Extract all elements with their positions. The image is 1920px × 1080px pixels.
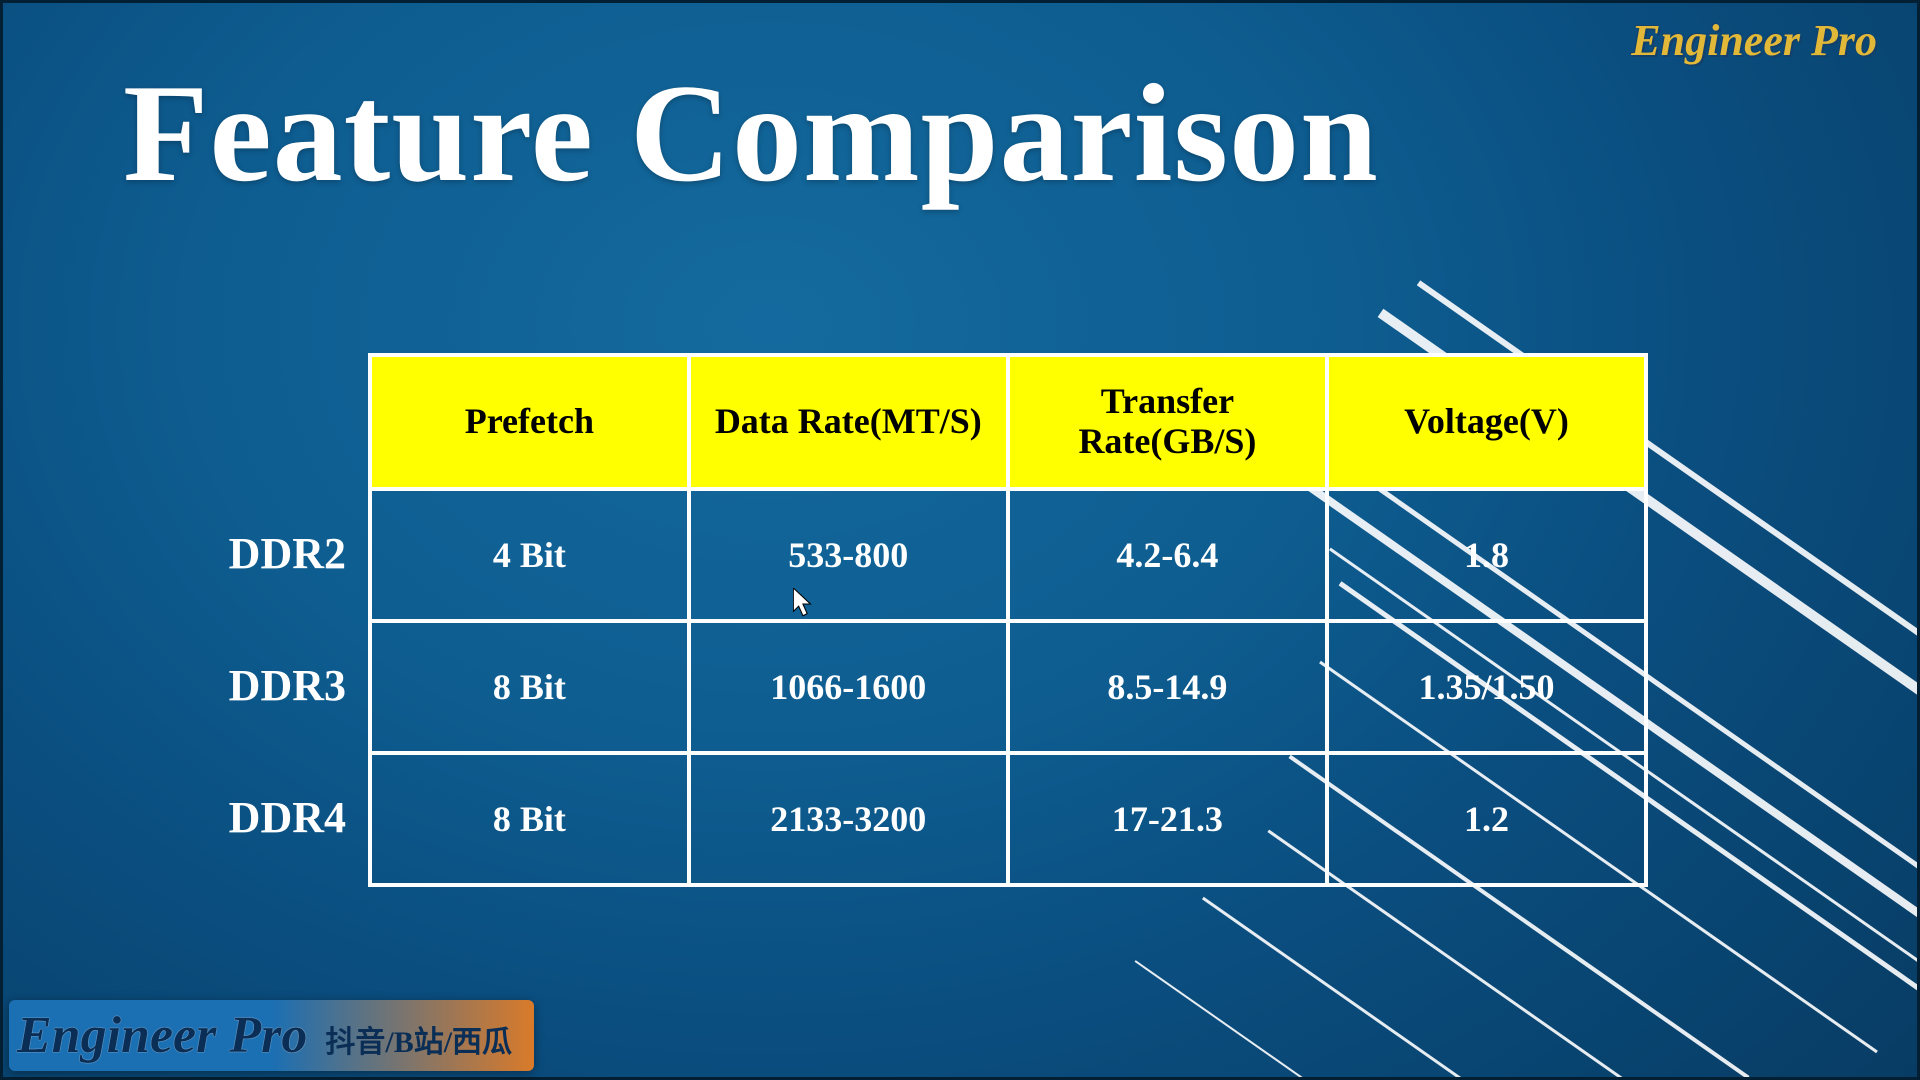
row-label-spacer	[188, 353, 368, 487]
cell: 1066-1600	[689, 621, 1008, 753]
cell: 8 Bit	[370, 753, 689, 885]
col-transfer-rate: Transfer Rate(GB/S)	[1008, 355, 1327, 489]
table-row: 4 Bit 533-800 4.2-6.4 1.8	[370, 489, 1646, 621]
watermark-bottom-main: Engineer Pro	[17, 1006, 307, 1065]
col-prefetch: Prefetch	[370, 355, 689, 489]
cell: 1.2	[1327, 753, 1646, 885]
row-label-ddr3: DDR3	[188, 619, 368, 751]
row-label-ddr4: DDR4	[188, 751, 368, 883]
watermark-top: Engineer Pro	[1631, 15, 1877, 66]
cell: 1.35/1.50	[1327, 621, 1646, 753]
col-voltage: Voltage(V)	[1327, 355, 1646, 489]
cell: 2133-3200	[689, 753, 1008, 885]
cell: 4 Bit	[370, 489, 689, 621]
cell: 17-21.3	[1008, 753, 1327, 885]
table-row: 8 Bit 1066-1600 8.5-14.9 1.35/1.50	[370, 621, 1646, 753]
cell: 8 Bit	[370, 621, 689, 753]
cell: 8.5-14.9	[1008, 621, 1327, 753]
watermark-bottom: Engineer Pro 抖音/B站/西瓜	[9, 1000, 534, 1071]
feature-table: Prefetch Data Rate(MT/S) Transfer Rate(G…	[368, 353, 1648, 887]
table-header-row: Prefetch Data Rate(MT/S) Transfer Rate(G…	[370, 355, 1646, 489]
table-row: 8 Bit 2133-3200 17-21.3 1.2	[370, 753, 1646, 885]
row-labels-column: DDR2 DDR3 DDR4	[188, 353, 368, 887]
col-data-rate: Data Rate(MT/S)	[689, 355, 1008, 489]
cell: 1.8	[1327, 489, 1646, 621]
feature-table-wrap: DDR2 DDR3 DDR4 Prefetch Data Rate(MT/S) …	[188, 353, 1648, 887]
row-label-ddr2: DDR2	[188, 487, 368, 619]
page-title: Feature Comparison	[123, 53, 1379, 214]
slide: Feature Comparison Engineer Pro DDR2 DDR…	[0, 0, 1920, 1080]
cell: 4.2-6.4	[1008, 489, 1327, 621]
cell: 533-800	[689, 489, 1008, 621]
watermark-bottom-sub: 抖音/B站/西瓜	[325, 1017, 512, 1061]
